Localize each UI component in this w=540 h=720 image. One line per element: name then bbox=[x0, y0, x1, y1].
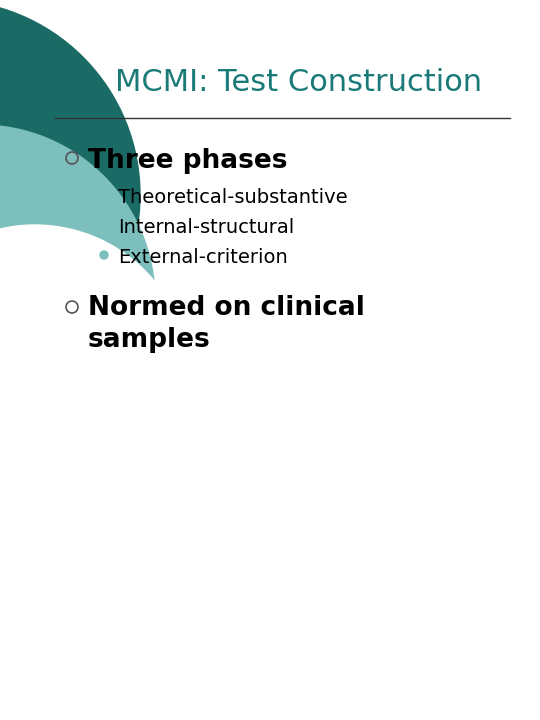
Text: External-criterion: External-criterion bbox=[118, 248, 288, 267]
Circle shape bbox=[0, 0, 140, 390]
Text: Internal-structural: Internal-structural bbox=[118, 218, 294, 237]
Circle shape bbox=[100, 191, 108, 199]
Circle shape bbox=[0, 225, 190, 535]
Circle shape bbox=[100, 221, 108, 229]
Text: MCMI: Test Construction: MCMI: Test Construction bbox=[115, 68, 482, 97]
Text: Theoretical-substantive: Theoretical-substantive bbox=[118, 188, 348, 207]
Text: Normed on clinical
samples: Normed on clinical samples bbox=[88, 295, 365, 353]
Circle shape bbox=[0, 125, 155, 475]
Text: Three phases: Three phases bbox=[88, 148, 287, 174]
Circle shape bbox=[100, 251, 108, 259]
